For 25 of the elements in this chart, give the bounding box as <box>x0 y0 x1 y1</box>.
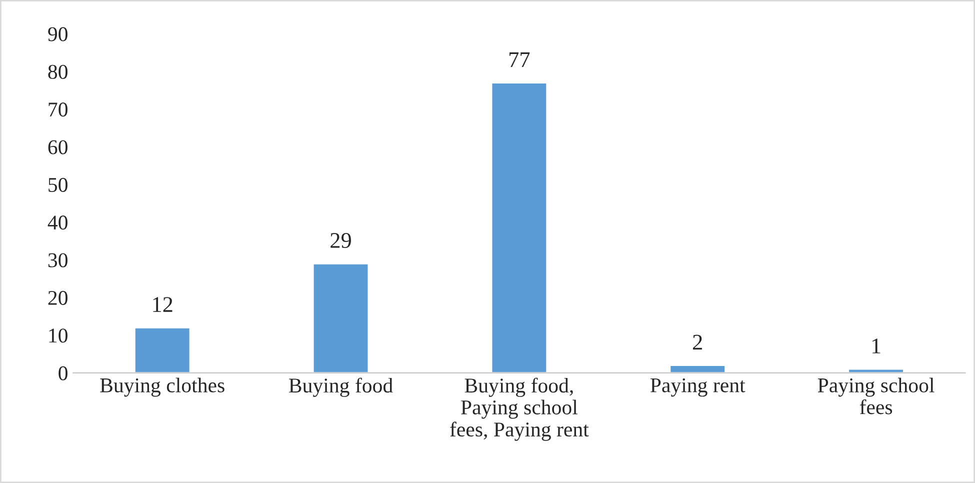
x-tick-label: Buying food <box>288 378 393 397</box>
y-tick-label: 90 <box>48 27 68 42</box>
y-tick-label: 30 <box>48 253 68 268</box>
bar <box>669 364 726 373</box>
y-tick-label: 60 <box>48 140 68 154</box>
y-tick-label: 70 <box>48 102 68 117</box>
bar <box>134 326 191 373</box>
x-tick-label: Buying food, Paying school fees, Paying rent <box>450 378 589 441</box>
bar <box>848 368 904 373</box>
y-tick-label: 50 <box>48 178 68 192</box>
data-label: 2 <box>693 334 702 350</box>
data-label: 29 <box>330 233 351 248</box>
y-tick-label: 40 <box>48 216 68 230</box>
x-tick-label: Buying clothes <box>100 378 224 397</box>
x-tick-label: Paying school fees <box>818 378 934 414</box>
y-tick-label: 80 <box>48 64 68 79</box>
data-label: 1 <box>872 338 880 354</box>
bar <box>312 262 370 373</box>
data-label: 77 <box>510 52 530 67</box>
y-tick-label: 0 <box>58 366 68 380</box>
y-tick-label: 20 <box>48 290 68 305</box>
y-tick-label: 10 <box>49 328 68 343</box>
data-label: 12 <box>153 297 172 312</box>
x-tick-label: Paying rent <box>650 378 746 397</box>
bar <box>490 82 548 373</box>
